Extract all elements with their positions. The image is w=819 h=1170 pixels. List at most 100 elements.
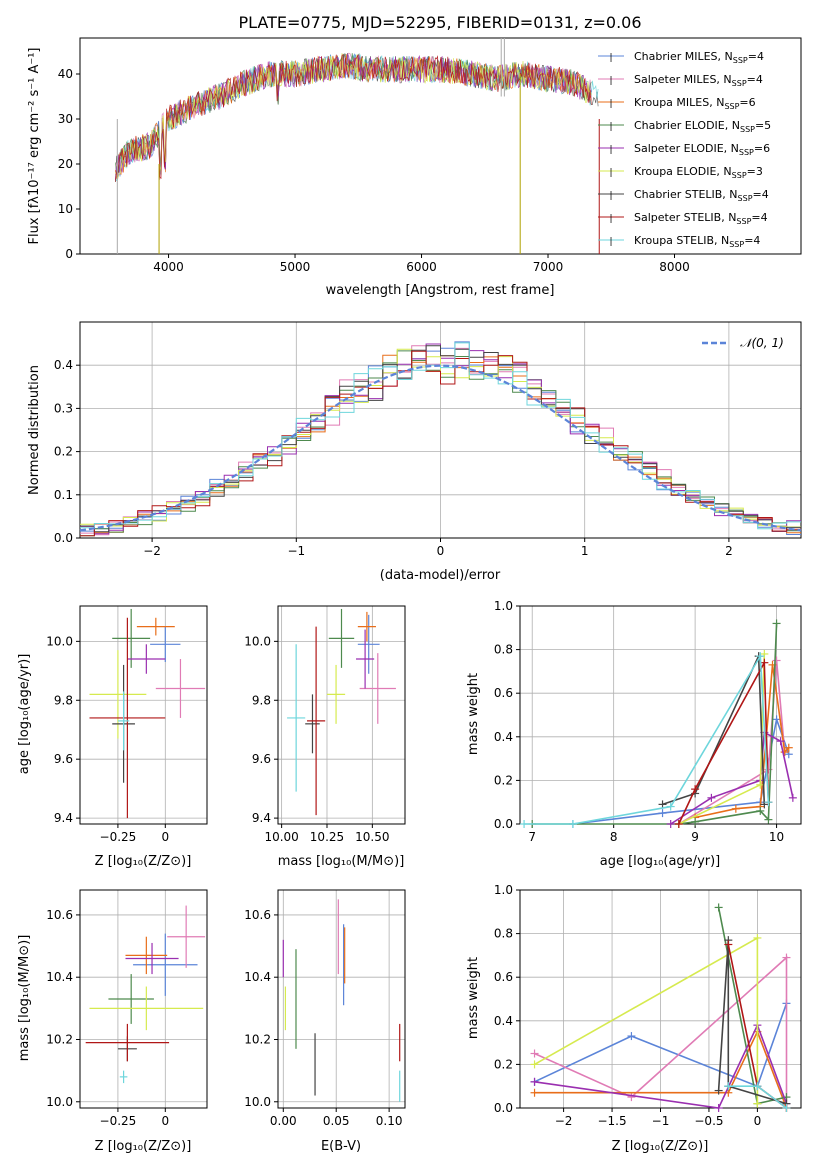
legend-label: Kroupa ELODIE, NSSP=3	[634, 165, 763, 180]
x-tick-label: 0	[161, 1114, 169, 1128]
z-weight-xlabel: Z [log₁₀(Z/Z⊙)]	[612, 1139, 709, 1154]
page-title: PLATE=0775, MJD=52295, FIBERID=0131, z=0…	[238, 13, 641, 32]
age-weight-xlabel: age [log₁₀(age/yr)]	[600, 854, 721, 869]
histogram-ylabel: Normed distribution	[27, 365, 42, 495]
histogram-legend: 𝒩(0, 1)	[702, 336, 784, 350]
y-tick-label: 9.8	[252, 693, 271, 707]
legend-marker: |	[609, 145, 612, 155]
z-mass-xlabel: Z [log₁₀(Z/Z⊙)]	[95, 1139, 192, 1154]
x-tick-label: −1	[287, 544, 305, 558]
axes-frame	[79, 37, 802, 255]
spectrum-line	[115, 53, 592, 182]
legend-label-subscript: SSP	[739, 148, 754, 157]
spectrum-panel: 4000 5000 6000 7000 8000 0 10 20 30 40	[58, 37, 802, 274]
legend-label-text: Chabrier ELODIE, N	[634, 119, 740, 132]
x-tick-label: 0	[161, 830, 169, 844]
y-tick-label: 1.0	[494, 883, 513, 897]
legend-label: Salpeter ELODIE, NSSP=6	[634, 142, 770, 157]
spectrum-xlabel: wavelength [Angstrom, rest frame]	[326, 283, 555, 298]
legend-label-text: Chabrier STELIB, N	[634, 188, 738, 201]
x-tick-label: 0	[754, 1114, 762, 1128]
ebv-mass-xlabel: E(B-V)	[321, 1139, 361, 1154]
axes-frame	[519, 605, 802, 825]
z-age-ylabel: age [log₁₀(age/yr)]	[17, 654, 32, 775]
z-age-xlabel: Z [log₁₀(Z/Z⊙)]	[95, 854, 192, 869]
y-tick-label: 10.0	[244, 1095, 271, 1109]
x-tick-label: −1	[652, 1114, 670, 1128]
y-tick-label: 9.4	[252, 811, 271, 825]
y-tick-label: 40	[58, 67, 73, 81]
x-tick-label: 10.00	[264, 830, 298, 844]
x-tick-label: −0.25	[100, 1114, 137, 1128]
weight-line	[534, 1029, 788, 1109]
legend-label: Kroupa MILES, NSSP=6	[634, 96, 756, 111]
legend-label-suffix: =4	[747, 73, 763, 86]
legend-marker: |	[609, 99, 612, 109]
x-tick-label: −0.25	[100, 830, 137, 844]
y-tick-label: 0.2	[494, 773, 513, 787]
y-tick-label: 1.0	[494, 599, 513, 613]
x-tick-label: 5000	[280, 260, 311, 274]
x-tick-label: 0.00	[270, 1114, 297, 1128]
residual-histogram-panel: −2 −1 0 1 2 0.0 0.1 0.2 0.3 0.4	[54, 321, 802, 558]
legend-label-subscript: SSP	[724, 102, 739, 111]
axes-frame	[79, 889, 208, 1109]
legend-label-subscript: SSP	[733, 56, 748, 65]
x-tick-label: −2	[555, 1114, 573, 1128]
y-tick-label: 0.8	[494, 927, 513, 941]
weight-line	[662, 655, 766, 806]
legend-label-text: Kroupa ELODIE, N	[634, 165, 732, 178]
x-tick-label: 0.10	[376, 1114, 403, 1128]
y-tick-label: 0.0	[54, 531, 73, 545]
legend-label: Chabrier ELODIE, NSSP=5	[634, 119, 771, 134]
legend-label-subscript: SSP	[732, 171, 747, 180]
legend-label-text: Kroupa STELIB, N	[634, 234, 729, 247]
legend-label-suffix: =6	[754, 142, 770, 155]
z-vs-age-panel: −0.25 0 9.4 9.6 9.8 10.0	[46, 605, 208, 844]
y-tick-label: 10.6	[46, 908, 73, 922]
legend-label-subscript: SSP	[736, 217, 751, 226]
legend-label-subscript: SSP	[738, 194, 753, 203]
x-tick-label: 0.05	[323, 1114, 350, 1128]
legend-label-subscript: SSP	[740, 125, 755, 134]
legend-marker: |	[609, 191, 612, 201]
y-tick-label: 10.2	[244, 1032, 271, 1046]
histogram-step	[80, 345, 801, 533]
legend-label: Chabrier STELIB, NSSP=4	[634, 188, 769, 203]
spectrum-line	[115, 53, 592, 181]
z-weight-ylabel: mass weight	[466, 957, 481, 1039]
legend-label: Kroupa STELIB, NSSP=4	[634, 234, 760, 249]
y-tick-label: 0.0	[494, 817, 513, 831]
mass-age-xlabel: mass [log₁₀(M/M⊙)]	[278, 854, 405, 869]
x-tick-label: −0.5	[694, 1114, 723, 1128]
x-tick-label: 10.25	[310, 830, 344, 844]
y-tick-label: 20	[58, 157, 73, 171]
x-tick-label: 10.50	[355, 830, 389, 844]
z-vs-mass-panel: −0.25 0 10.0 10.2 10.4 10.6	[46, 889, 208, 1128]
y-tick-label: 0.2	[54, 445, 73, 459]
y-tick-label: 0.0	[494, 1101, 513, 1115]
legend-label: Salpeter STELIB, NSSP=4	[634, 211, 768, 226]
weight-line	[717, 940, 787, 1105]
y-tick-label: 0.8	[494, 643, 513, 657]
legend-label-suffix: =3	[747, 165, 763, 178]
y-tick-label: 10.0	[46, 1095, 73, 1109]
legend-marker: |	[609, 122, 612, 132]
weight-line	[534, 955, 788, 1108]
ebv-vs-mass-panel: 0.00 0.05 0.10 10.0 10.2 10.4 10.6	[244, 889, 406, 1128]
legend-marker: |	[609, 237, 612, 247]
legend-label-text: Salpeter MILES, N	[634, 73, 732, 86]
weight-line	[572, 716, 790, 825]
legend-marker: |	[609, 168, 612, 178]
gaussian-legend-label: 𝒩(0, 1)	[740, 336, 784, 350]
y-tick-label: 0	[65, 247, 73, 261]
y-tick-label: 9.4	[54, 811, 73, 825]
x-tick-label: −2	[143, 544, 161, 558]
legend-label: Chabrier MILES, NSSP=4	[634, 50, 764, 65]
y-tick-label: 10.6	[244, 908, 271, 922]
y-tick-label: 0.4	[54, 358, 73, 372]
legend-label-suffix: =4	[751, 211, 767, 224]
histogram-xlabel: (data-model)/error	[380, 568, 501, 583]
legend-label-suffix: =6	[739, 96, 755, 109]
